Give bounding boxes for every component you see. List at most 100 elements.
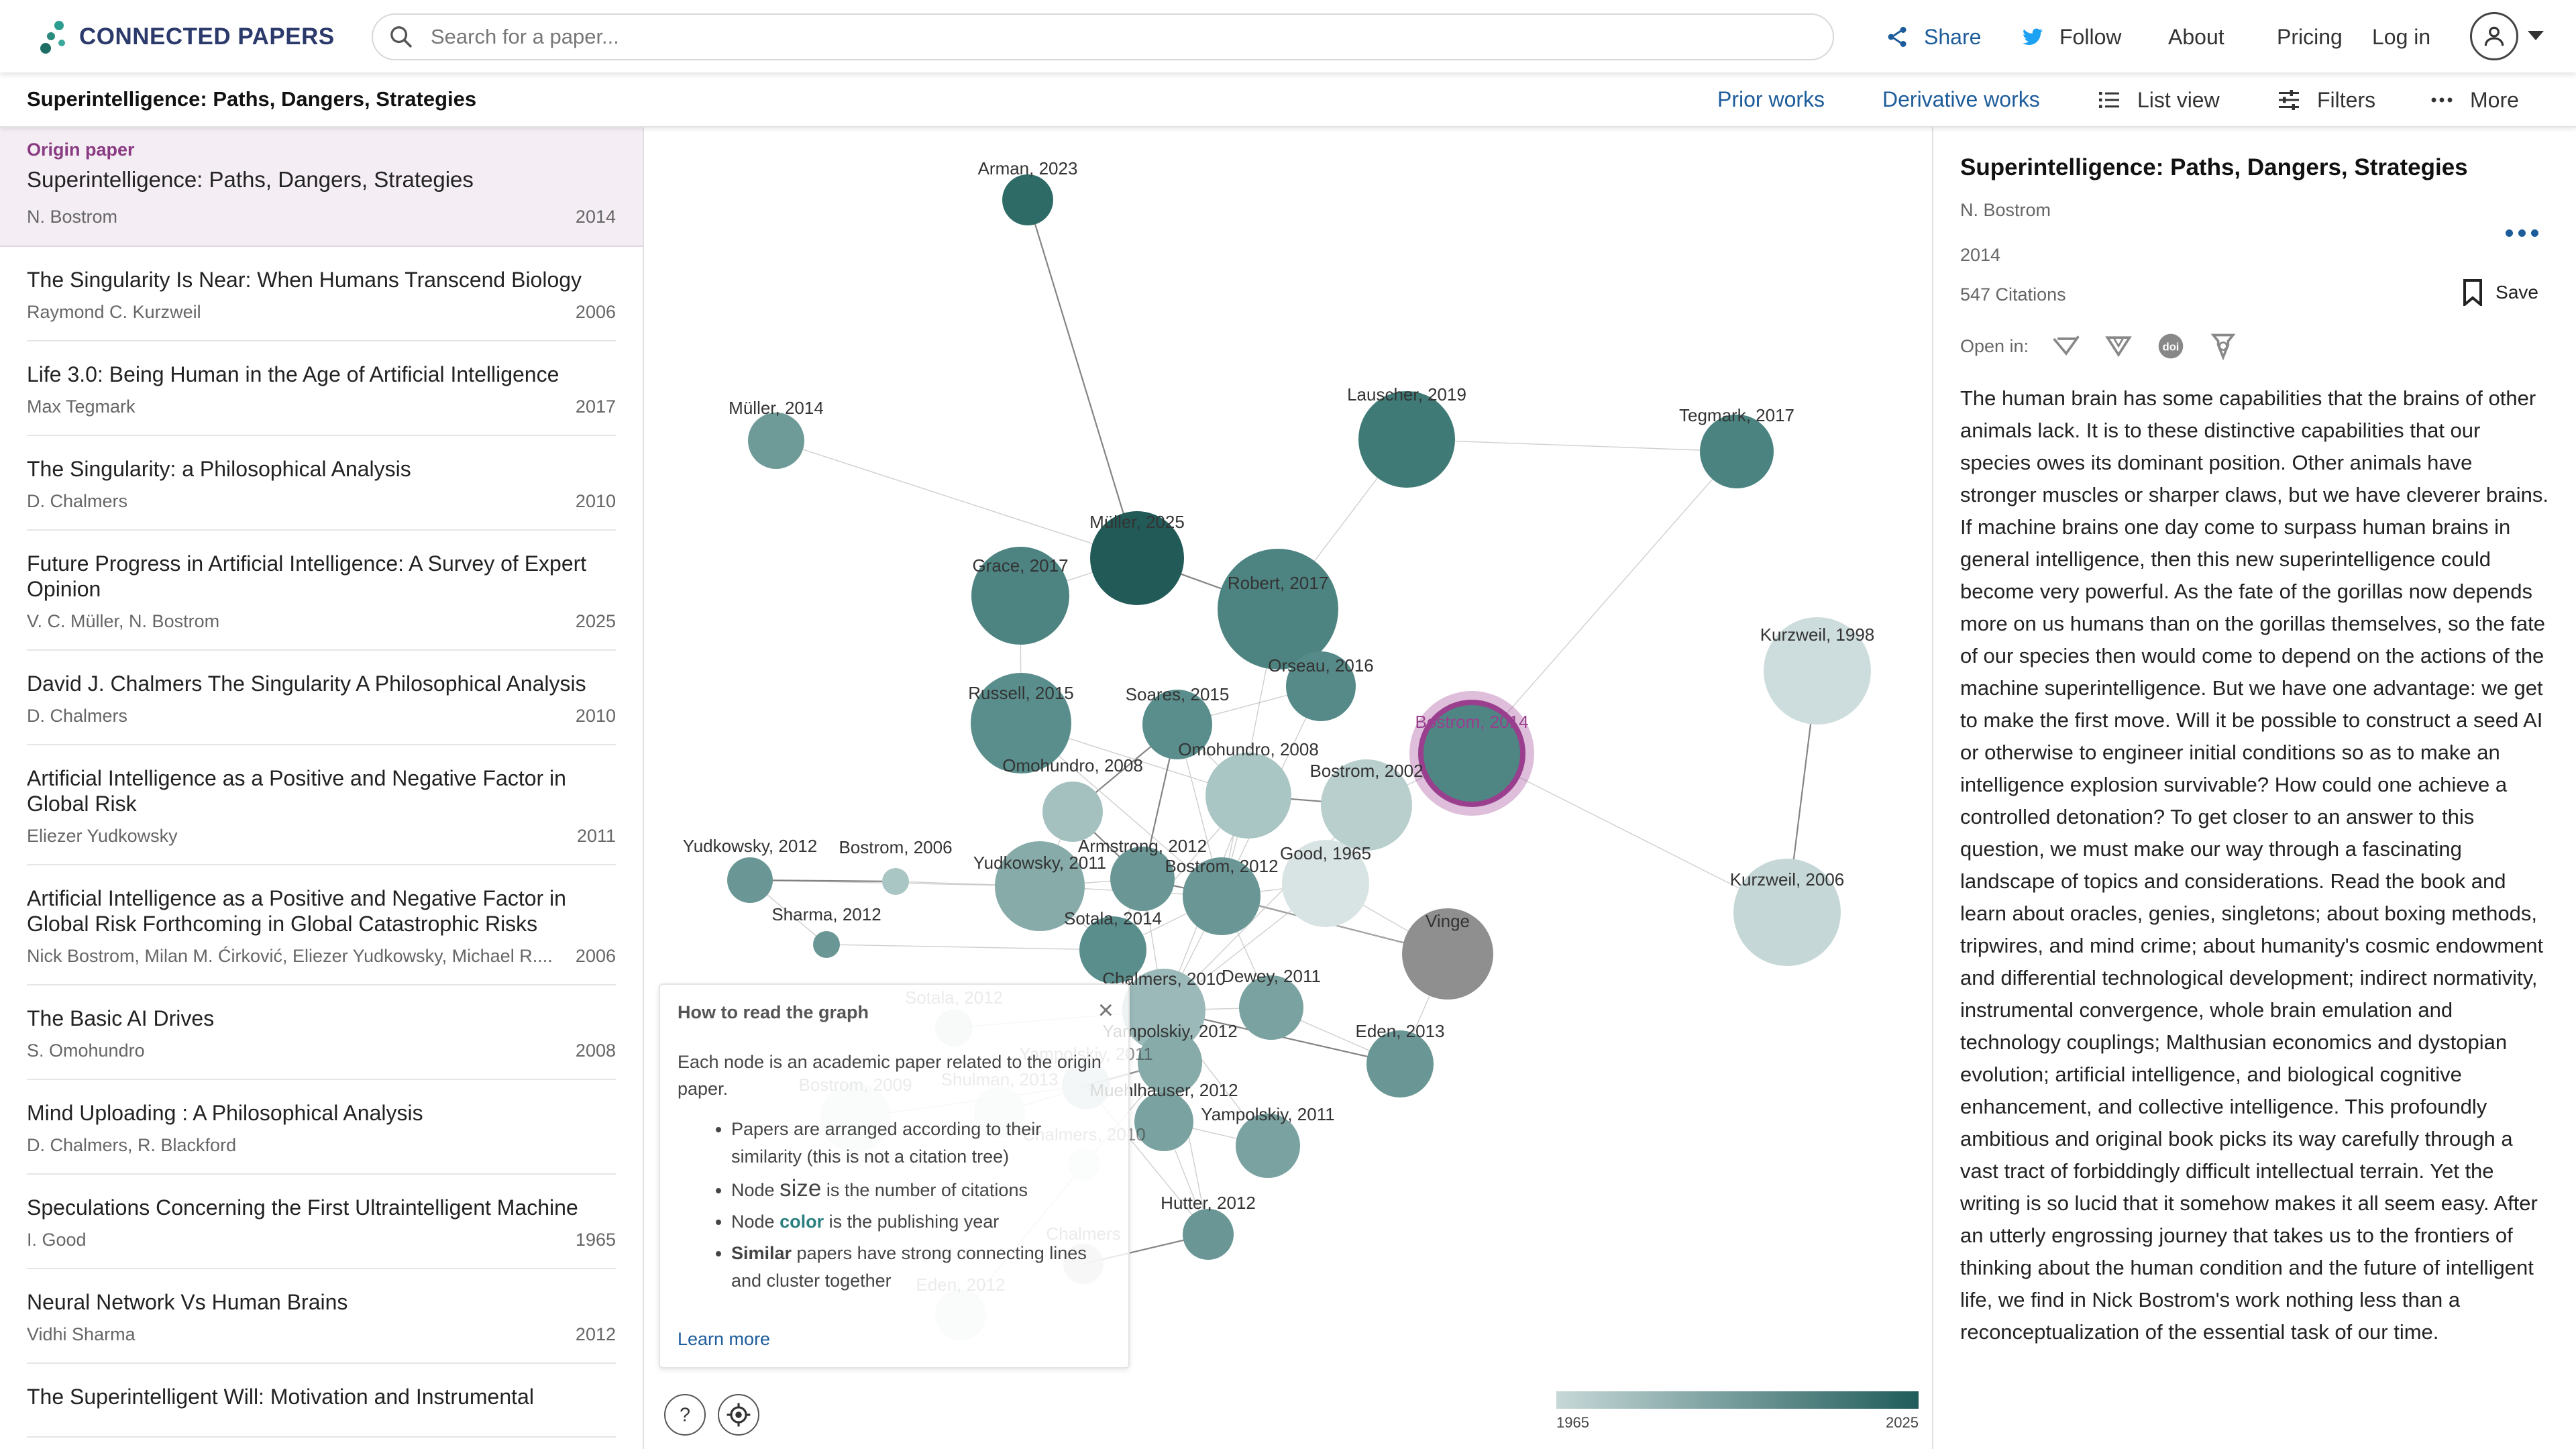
- user-menu-caret-icon[interactable]: [2528, 31, 2544, 40]
- list-item[interactable]: Speculations Concerning the First Ultrai…: [27, 1175, 616, 1269]
- graph-node[interactable]: Lauscher, 2019: [1347, 384, 1466, 488]
- help-button[interactable]: ?: [664, 1394, 706, 1436]
- graph-node[interactable]: Armstrong, 2012: [1078, 836, 1207, 911]
- origin-paper-item[interactable]: Origin paper Superintelligence: Paths, D…: [0, 127, 643, 247]
- graph-node-circle[interactable]: [1366, 1030, 1434, 1097]
- list-item[interactable]: The Singularity: a Philosophical Analysi…: [27, 436, 616, 531]
- graph-node-circle[interactable]: [727, 857, 773, 903]
- details-more-button[interactable]: [2506, 229, 2538, 237]
- graph-node-circle[interactable]: [1286, 651, 1356, 721]
- graph-node[interactable]: Good, 1965: [1280, 840, 1371, 927]
- graph-canvas[interactable]: Arman, 2023 Müller, 2014 Lauscher, 2019 Teg…: [645, 127, 1931, 1449]
- graph-node-circle[interactable]: [1239, 975, 1303, 1040]
- graph-node-circle[interactable]: [1358, 391, 1455, 488]
- search-bar[interactable]: [372, 13, 1834, 60]
- graph-node-circle[interactable]: [1110, 847, 1175, 911]
- graph-node[interactable]: Dewey, 2011: [1222, 966, 1321, 1040]
- graph-node-circle[interactable]: [1282, 840, 1369, 927]
- graph-node[interactable]: Yudkowsky, 2012: [683, 836, 817, 903]
- graph-node[interactable]: Grace, 2017: [971, 547, 1069, 645]
- graph-node-circle[interactable]: [1218, 549, 1338, 669]
- follow-button[interactable]: Follow: [2021, 20, 2121, 54]
- graph-node[interactable]: Omohundro, 2008: [1178, 739, 1319, 839]
- google-scholar-link[interactable]: [2208, 331, 2238, 361]
- graph-node-circle[interactable]: [1733, 859, 1841, 966]
- filters-button[interactable]: Filters: [2277, 86, 2375, 114]
- more-button[interactable]: More: [2430, 86, 2519, 114]
- graph-node[interactable]: Arman, 2023: [978, 158, 1078, 225]
- list-item[interactable]: Future Progress in Artificial Intelligen…: [27, 531, 616, 651]
- prior-works-button[interactable]: Prior works: [1717, 87, 1825, 111]
- graph-node[interactable]: Omohundro, 2008: [1002, 755, 1143, 842]
- graph-node-circle[interactable]: [1236, 1114, 1300, 1178]
- graph-node-circle[interactable]: [1090, 511, 1184, 605]
- graph-node-circle[interactable]: [1764, 617, 1871, 724]
- close-icon[interactable]: ×: [1097, 996, 1114, 1025]
- graph-node[interactable]: Soares, 2015: [1126, 684, 1230, 759]
- learn-more-link[interactable]: Learn more: [678, 1329, 771, 1349]
- graph-node-circle[interactable]: [882, 868, 909, 895]
- graph-node-circle[interactable]: [995, 841, 1085, 931]
- list-view-button[interactable]: List view: [2097, 86, 2220, 114]
- graph-node-circle[interactable]: [1402, 908, 1493, 1000]
- graph-node[interactable]: Yudkowsky, 2011: [973, 841, 1107, 931]
- recenter-button[interactable]: [718, 1394, 759, 1436]
- graph-node[interactable]: Orseau, 2016: [1268, 651, 1374, 721]
- graph-node[interactable]: Müller, 2025: [1089, 511, 1185, 605]
- graph-node[interactable]: Tegmark, 2017: [1679, 405, 1794, 488]
- graph-node-circle[interactable]: [1205, 753, 1291, 839]
- graph-node[interactable]: Vinge: [1402, 908, 1493, 1000]
- graph-node[interactable]: Robert, 2017: [1218, 549, 1338, 669]
- details-authors[interactable]: N. Bostrom: [1960, 200, 2051, 220]
- graph-node[interactable]: Kurzweil, 1998: [1760, 617, 1875, 724]
- graph-node-circle[interactable]: [1183, 1209, 1234, 1260]
- list-item[interactable]: Artificial Intelligence as a Positive an…: [27, 745, 616, 865]
- graph-node-circle[interactable]: [1700, 415, 1774, 488]
- graph-node-circle[interactable]: [1042, 782, 1103, 842]
- doi-link[interactable]: doi: [2156, 331, 2186, 361]
- about-link[interactable]: About: [2168, 24, 2224, 49]
- pubmed-link[interactable]: [2104, 331, 2133, 361]
- graph-node-circle[interactable]: [1418, 700, 1525, 807]
- graph-node[interactable]: Bostrom, 2006: [839, 837, 953, 895]
- semantic-scholar-link[interactable]: [2051, 331, 2081, 361]
- share-button[interactable]: Share: [1885, 20, 1981, 54]
- graph-node-circle[interactable]: [1138, 1030, 1202, 1095]
- list-item[interactable]: Artificial Intelligence as a Positive an…: [27, 865, 616, 985]
- graph-node-circle[interactable]: [1079, 916, 1146, 983]
- graph-node[interactable]: Yampolskiy, 2011: [1201, 1104, 1335, 1178]
- graph-node-circle[interactable]: [1183, 857, 1260, 935]
- list-item[interactable]: Neural Network Vs Human Brains Vidhi Shar…: [27, 1269, 616, 1364]
- graph-node-circle[interactable]: [971, 673, 1071, 773]
- search-input[interactable]: [431, 25, 1705, 49]
- derivative-works-button[interactable]: Derivative works: [1882, 87, 2040, 111]
- graph-node[interactable]: Bostrom, 2012: [1165, 856, 1279, 935]
- graph-node[interactable]: Bostrom, 2014: [1409, 691, 1534, 816]
- user-avatar-button[interactable]: [2470, 12, 2518, 60]
- graph-node[interactable]: Sotala, 2014: [1064, 908, 1162, 983]
- save-button[interactable]: Save: [2462, 279, 2538, 306]
- list-item[interactable]: The Superintelligent Will: Motivation an…: [27, 1364, 616, 1438]
- graph-node-circle[interactable]: [1002, 174, 1053, 225]
- graph-node[interactable]: Sharma, 2012: [771, 904, 881, 958]
- graph-node-circle[interactable]: [1134, 1092, 1193, 1151]
- graph-node-circle[interactable]: [748, 413, 804, 469]
- graph-node[interactable]: Russell, 2015: [968, 673, 1074, 773]
- logo[interactable]: CONNECTED PAPERS: [39, 20, 335, 54]
- graph-node[interactable]: Hutter, 2012: [1161, 1193, 1256, 1260]
- graph-node-circle[interactable]: [813, 931, 840, 958]
- graph-node-circle[interactable]: [1142, 690, 1212, 759]
- graph-node[interactable]: Müller, 2014: [729, 398, 824, 469]
- graph-node[interactable]: Kurzweil, 2006: [1730, 859, 1845, 966]
- pricing-link[interactable]: Pricing: [2277, 24, 2343, 49]
- list-item[interactable]: Life 3.0: Being Human in the Age of Arti…: [27, 341, 616, 436]
- graph-node[interactable]: Bostrom, 2002: [1309, 759, 1424, 851]
- login-link[interactable]: Log in: [2372, 24, 2431, 49]
- list-item[interactable]: David J. Chalmers The Singularity A Phil…: [27, 651, 616, 745]
- graph-node[interactable]: Eden, 2013: [1355, 1021, 1445, 1097]
- list-item[interactable]: Mind Uploading : A Philosophical Analysi…: [27, 1080, 616, 1175]
- graph-node-circle[interactable]: [1122, 969, 1205, 1052]
- list-item[interactable]: The Basic AI Drives S. Omohundro 2008: [27, 985, 616, 1080]
- graph-node-circle[interactable]: [971, 547, 1069, 645]
- graph-node-circle[interactable]: [1321, 759, 1412, 851]
